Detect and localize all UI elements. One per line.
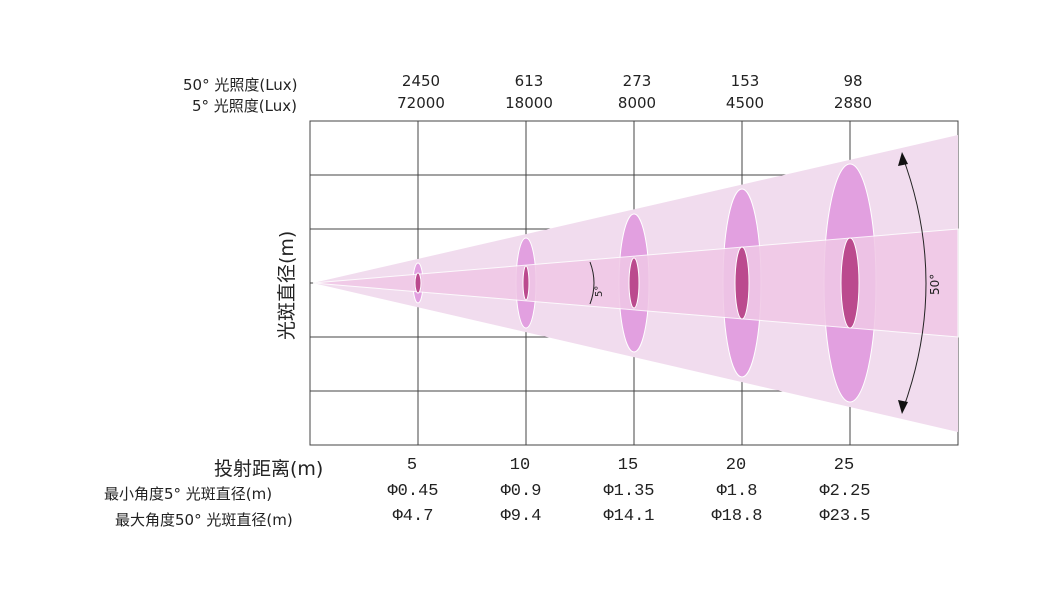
- max-diam-value: Φ4.7: [392, 507, 434, 526]
- distance-value: 10: [509, 456, 531, 475]
- narrow-spot: [414, 272, 422, 294]
- lux5-value: 72000: [397, 94, 445, 112]
- distance-value: 20: [725, 456, 747, 475]
- distance-label: 投射距离(m): [214, 458, 324, 480]
- lux50-value: 613: [514, 72, 544, 90]
- y-axis-label: 光斑直径(m): [276, 230, 298, 340]
- max-diam-value: Φ14.1: [603, 507, 655, 526]
- narrow-spot: [840, 237, 860, 329]
- arrow-up-icon: [898, 152, 908, 166]
- max-diam-label: 最大角度50° 光斑直径(m): [115, 511, 293, 529]
- distance-value: 25: [833, 456, 855, 475]
- lux5-value: 18000: [505, 94, 553, 112]
- max-diam-value: Φ23.5: [819, 507, 871, 526]
- narrow-spot: [522, 265, 530, 301]
- wide-angle-arc: [901, 154, 927, 413]
- lux50-value: 2450: [401, 72, 441, 90]
- lux50-value: 98: [843, 72, 863, 90]
- lux50-label: 50° 光照度(Lux): [183, 76, 298, 94]
- min-diam-value: Φ0.45: [387, 482, 439, 501]
- narrow-spot: [628, 257, 640, 309]
- wide-angle-label: 50°: [928, 273, 942, 295]
- min-diam-value: Φ0.9: [500, 482, 542, 501]
- narrow-spot: [734, 246, 750, 320]
- distance-value: 15: [617, 456, 639, 475]
- max-diam-value: Φ9.4: [500, 507, 542, 526]
- lux5-value: 8000: [617, 94, 657, 112]
- distance-value: 5: [406, 456, 418, 475]
- arrow-down-icon: [898, 400, 908, 414]
- lux50-value: 273: [622, 72, 652, 90]
- min-diam-value: Φ2.25: [819, 482, 871, 501]
- lux5-value: 4500: [725, 94, 765, 112]
- min-diam-value: Φ1.35: [603, 482, 655, 501]
- min-diam-label: 最小角度5° 光斑直径(m): [104, 485, 273, 503]
- narrow-angle-arc: [589, 261, 595, 305]
- max-diam-value: Φ18.8: [711, 507, 763, 526]
- narrow-angle-label: 5°: [594, 285, 605, 297]
- min-diam-value: Φ1.8: [716, 482, 758, 501]
- lux5-value: 2880: [833, 94, 873, 112]
- lux50-value: 153: [730, 72, 760, 90]
- lux5-label: 5° 光照度(Lux): [192, 97, 297, 115]
